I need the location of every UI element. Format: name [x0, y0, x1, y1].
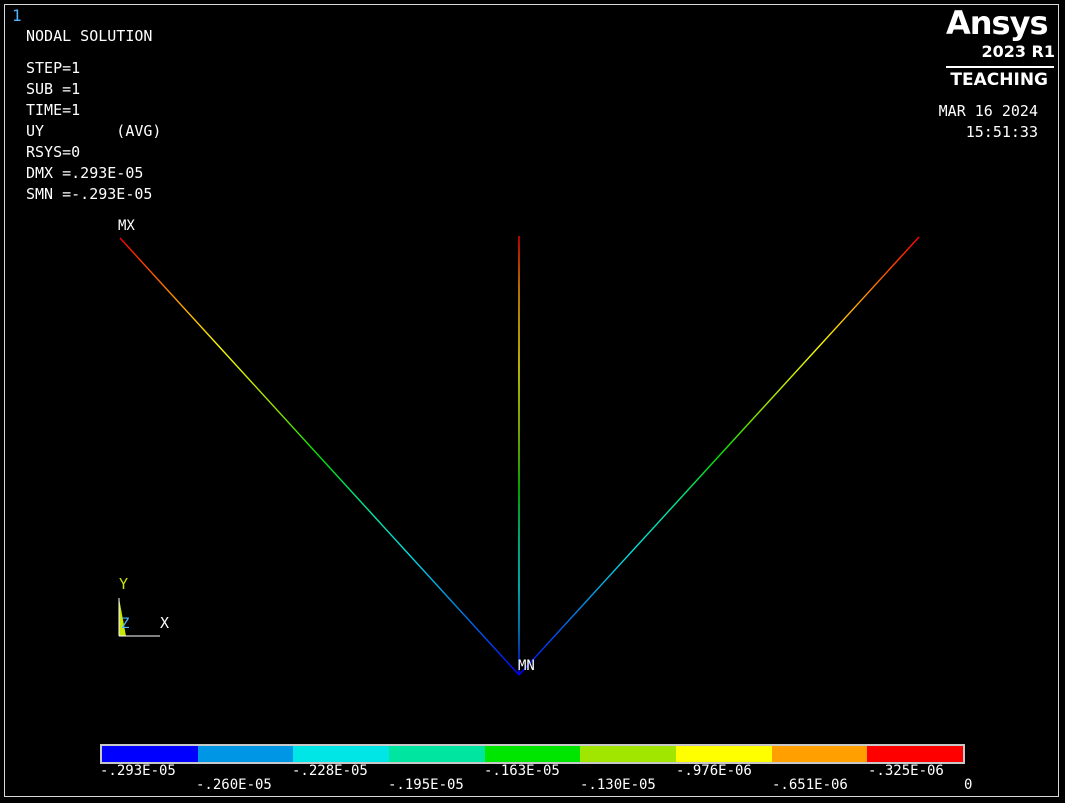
legend-band-6 [580, 746, 677, 762]
legend-band-5 [484, 746, 581, 762]
legend-label-8: -.651E-06 [772, 777, 848, 793]
plot-time: 15:51:33 [965, 123, 1038, 141]
triad-y-label: Y [119, 575, 129, 593]
plot-title: NODAL SOLUTION [26, 27, 153, 45]
legend-label-2: -.260E-05 [196, 777, 272, 793]
max-label: MX [118, 218, 135, 234]
coordinate-triad [118, 598, 160, 637]
info-dmx: DMX =.293E-05 [26, 164, 144, 182]
info-sub: SUB =1 [26, 80, 81, 98]
info-rsys: RSYS=0 [26, 143, 81, 161]
legend-band-2 [197, 746, 294, 762]
legend-band-9 [867, 746, 964, 762]
logo-version: 2023 R1 [981, 42, 1055, 61]
contour-legend-bar [100, 744, 965, 764]
ansys-logo: Ansys [946, 4, 1048, 42]
legend-band-8 [771, 746, 868, 762]
legend-label-5: -.163E-05 [484, 763, 560, 779]
plot-date: MAR 16 2024 [938, 102, 1038, 120]
triad-x-label: X [160, 614, 170, 632]
legend-band-3 [293, 746, 390, 762]
left-member[interactable] [119, 237, 520, 676]
info-smn: SMN =-.293E-05 [26, 185, 153, 203]
info-time: TIME=1 [26, 101, 81, 119]
info-step: STEP=1 [26, 59, 81, 77]
legend-label-7: -.976E-06 [676, 763, 752, 779]
window-number: 1 [12, 6, 22, 25]
legend-label-4: -.195E-05 [388, 777, 464, 793]
right-member[interactable] [518, 236, 920, 676]
legend-band-1 [102, 746, 198, 762]
legend-label-1: -.293E-05 [100, 763, 176, 779]
legend-band-4 [389, 746, 485, 762]
min-label: MN [518, 658, 535, 674]
graphics-window-frame [4, 4, 1059, 797]
legend-label-3: -.228E-05 [292, 763, 368, 779]
logo-edition: TEACHING [950, 70, 1048, 90]
legend-label-10: 0 [964, 777, 973, 793]
info-result-item: UY (AVG) [26, 122, 162, 140]
legend-label-9: -.325E-06 [868, 763, 944, 779]
logo-divider [946, 66, 1054, 68]
legend-label-6: -.130E-05 [580, 777, 656, 793]
triad-z-label: Z [121, 616, 130, 632]
legend-band-7 [676, 746, 772, 762]
